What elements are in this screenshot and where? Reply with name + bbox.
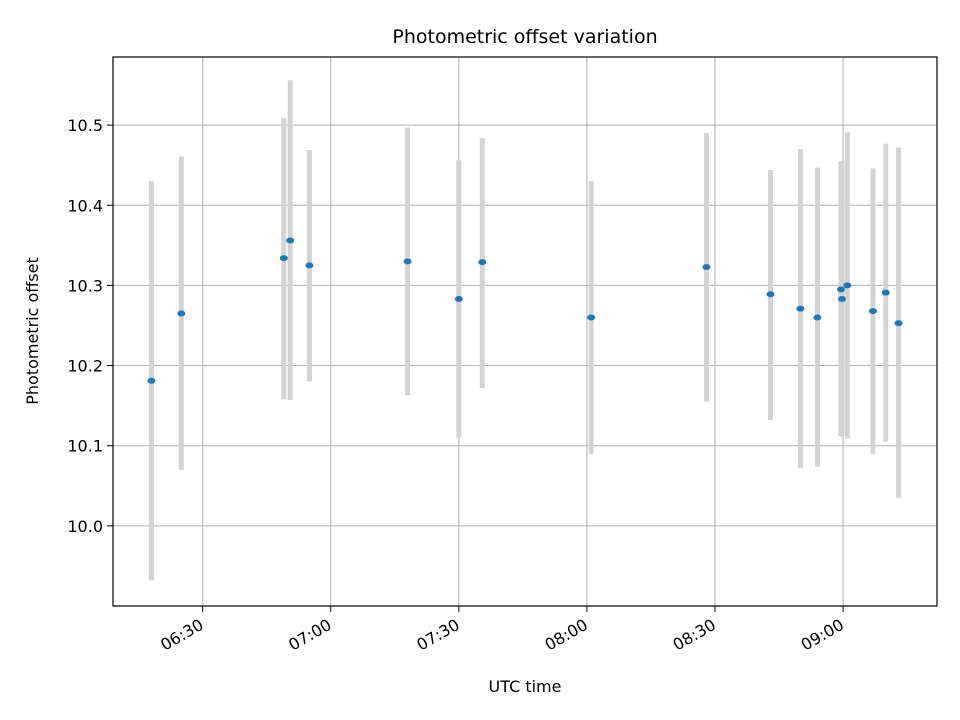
data-point bbox=[587, 314, 596, 321]
data-point bbox=[403, 258, 412, 265]
y-tick-label: 10.2 bbox=[67, 357, 103, 376]
y-tick-label: 10.0 bbox=[67, 517, 103, 536]
data-point bbox=[147, 377, 156, 384]
x-axis-label: UTC time bbox=[489, 677, 562, 696]
data-points bbox=[147, 237, 903, 384]
data-point bbox=[279, 255, 288, 262]
data-point bbox=[702, 263, 711, 270]
plot-frame bbox=[112, 56, 938, 607]
data-point bbox=[305, 262, 314, 269]
data-point bbox=[766, 291, 775, 298]
y-tick-label: 10.3 bbox=[67, 276, 103, 295]
chart-title: Photometric offset variation bbox=[392, 26, 657, 48]
y-tick-label: 10.1 bbox=[67, 437, 103, 456]
data-point bbox=[478, 259, 487, 266]
data-point bbox=[894, 320, 903, 327]
data-point bbox=[881, 289, 890, 296]
data-point bbox=[838, 296, 847, 303]
data-point bbox=[836, 286, 845, 293]
data-point bbox=[796, 305, 805, 312]
data-point bbox=[813, 314, 822, 321]
y-axis-label: Photometric offset bbox=[23, 257, 42, 405]
data-point bbox=[843, 282, 852, 289]
y-tick-label: 10.4 bbox=[67, 196, 103, 215]
data-point bbox=[868, 308, 877, 315]
data-point bbox=[454, 296, 463, 303]
data-point bbox=[286, 237, 295, 244]
data-point bbox=[177, 310, 186, 317]
y-tick-label: 10.5 bbox=[67, 116, 103, 135]
y-axis-ticks: 10.0 10.1 10.2 10.3 10.4 10.5 bbox=[67, 116, 113, 536]
